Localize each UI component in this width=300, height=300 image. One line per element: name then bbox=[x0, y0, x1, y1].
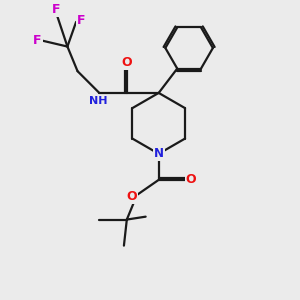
Text: F: F bbox=[77, 14, 86, 27]
Text: O: O bbox=[126, 190, 137, 203]
Text: F: F bbox=[52, 3, 60, 16]
Text: N: N bbox=[154, 147, 164, 160]
Text: O: O bbox=[122, 56, 132, 69]
Text: O: O bbox=[186, 173, 196, 186]
Text: NH: NH bbox=[88, 96, 107, 106]
Text: F: F bbox=[33, 34, 42, 47]
